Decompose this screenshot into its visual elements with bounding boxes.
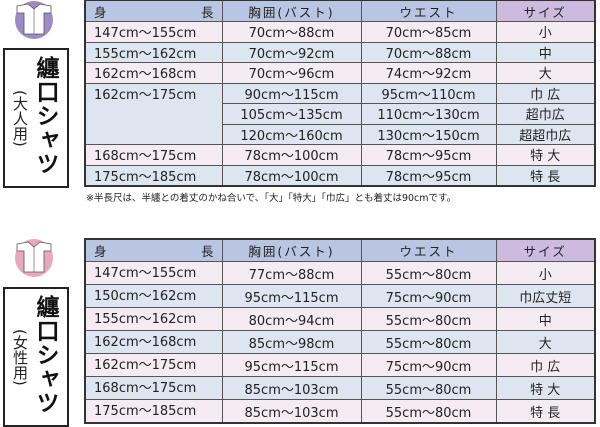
product-subtitle: (大人用) — [11, 90, 29, 147]
cell-size: 巾 広 — [495, 82, 596, 104]
header-height: 身長 — [84, 238, 223, 262]
table-row: 168cm〜175cm 85cm〜103cm 55cm〜80cm 特 大 — [84, 376, 596, 400]
header-size: サイズ — [495, 238, 596, 262]
cell-bust: 70cm〜92cm — [221, 41, 362, 63]
table-row: 175cm〜185cm 85cm〜103cm 55cm〜80cm 特 長 — [84, 399, 596, 424]
cell-height: 155cm〜162cm — [84, 41, 223, 63]
table-header: 身長 胸囲(バスト) ウエスト サイズ — [84, 238, 596, 262]
cell-waist: 55cm〜80cm — [360, 261, 497, 285]
cell-bust: 95cm〜115cm — [221, 284, 362, 308]
cell-bust: 77cm〜88cm — [221, 261, 362, 285]
shirt-icon — [15, 1, 53, 39]
cell-bust: 80cm〜94cm — [221, 307, 362, 331]
cell-waist: 55cm〜80cm — [360, 307, 497, 331]
cell-size: 超超巾広 — [495, 123, 596, 145]
cell-size: 大 — [495, 330, 596, 354]
product-label-adult: 纏口シャツ (大人用) — [3, 48, 69, 188]
shirt-icon — [15, 239, 53, 277]
cell-height: 147cm〜155cm — [84, 261, 223, 285]
cell-height: 162cm〜175cm — [84, 353, 223, 377]
cell-bust: 70cm〜96cm — [221, 62, 362, 84]
cell-size: 特 大 — [495, 376, 596, 400]
cell-bust: 90cm〜115cm — [221, 82, 362, 104]
cell-bust: 85cm〜103cm — [221, 376, 362, 400]
cell-height: 168cm〜175cm — [84, 376, 223, 400]
cell-height: 162cm〜168cm — [84, 330, 223, 354]
header-bust: 胸囲(バスト) — [221, 0, 362, 22]
cell-size: 特 大 — [495, 144, 596, 166]
cell-waist: 55cm〜80cm — [360, 330, 497, 354]
cell-height: 175cm〜185cm — [84, 399, 223, 424]
cell-waist: 70cm〜85cm — [360, 21, 497, 43]
product-subtitle: (女性用) — [11, 329, 29, 386]
cell-height: 168cm〜175cm — [84, 144, 223, 166]
header-waist: ウエスト — [360, 0, 497, 22]
table-row: 162cm〜175cm 95cm〜115cm 75cm〜90cm 巾 広 — [84, 353, 596, 377]
cell-height: 147cm〜155cm — [84, 21, 223, 43]
cell-waist: 55cm〜80cm — [360, 399, 497, 424]
cell-size: 特 長 — [495, 399, 596, 424]
cell-waist: 75cm〜90cm — [360, 284, 497, 308]
table-row: 175cm〜185cm 78cm〜100cm 78cm〜95cm 特 長 — [84, 164, 596, 187]
cell-bust: 85cm〜103cm — [221, 399, 362, 424]
cell-size: 大 — [495, 62, 596, 84]
cell-waist: 70cm〜88cm — [360, 41, 497, 63]
cell-size: 特 長 — [495, 164, 596, 187]
cell-height: 155cm〜162cm — [84, 307, 223, 331]
product-title: 纏口シャツ — [32, 295, 58, 415]
cell-size: 小 — [495, 261, 596, 285]
cell-size: 超巾広 — [495, 103, 596, 125]
cell-bust: 70cm〜88cm — [221, 21, 362, 43]
cell-waist: 74cm〜92cm — [360, 62, 497, 84]
cell-waist: 110cm〜130cm — [360, 103, 497, 125]
table-row: 155cm〜162cm 80cm〜94cm 55cm〜80cm 中 — [84, 307, 596, 331]
cell-height: 162cm〜175cm — [84, 82, 223, 145]
adult-size-table: 身長 胸囲(バスト) ウエスト サイズ 147cm〜155cm 70cm〜88cm… — [84, 0, 596, 187]
cell-size: 巾広丈短 — [495, 284, 596, 308]
cell-waist: 130cm〜150cm — [360, 123, 497, 145]
table-row: 162cm〜168cm 85cm〜98cm 55cm〜80cm 大 — [84, 330, 596, 354]
footnote: ※半長尺は、半纏との着丈のかね合いで、「大」「特大」「巾広」とも着丈は90cmで… — [86, 193, 457, 204]
table-row: 155cm〜162cm 70cm〜92cm 70cm〜88cm 中 — [84, 41, 596, 63]
cell-waist: 75cm〜90cm — [360, 353, 497, 377]
header-bust: 胸囲(バスト) — [221, 238, 362, 262]
cell-bust: 95cm〜115cm — [221, 353, 362, 377]
table-row: 147cm〜155cm 70cm〜88cm 70cm〜85cm 小 — [84, 21, 596, 43]
cell-bust: 85cm〜98cm — [221, 330, 362, 354]
header-size: サイズ — [495, 0, 596, 22]
table-row: 162cm〜175cm 90cm〜115cm 95cm〜110cm 巾 広 — [84, 82, 596, 145]
header-height: 身長 — [84, 0, 223, 22]
table-row: 168cm〜175cm 78cm〜100cm 78cm〜95cm 特 大 — [84, 144, 596, 166]
table-row: 162cm〜168cm 70cm〜96cm 74cm〜92cm 大 — [84, 62, 596, 84]
product-label-women: 纏口シャツ (女性用) — [3, 287, 69, 427]
cell-waist: 78cm〜95cm — [360, 144, 497, 166]
women-size-table: 身長 胸囲(バスト) ウエスト サイズ 147cm〜155cm 77cm〜88cm… — [84, 238, 596, 424]
cell-size: 巾 広 — [495, 353, 596, 377]
cell-height: 175cm〜185cm — [84, 164, 223, 187]
cell-bust: 78cm〜100cm — [221, 164, 362, 187]
cell-waist: 55cm〜80cm — [360, 376, 497, 400]
cell-bust: 120cm〜160cm — [221, 123, 362, 145]
table-row: 147cm〜155cm 77cm〜88cm 55cm〜80cm 小 — [84, 261, 596, 285]
cell-waist: 95cm〜110cm — [360, 82, 497, 104]
cell-height: 162cm〜168cm — [84, 62, 223, 84]
cell-waist: 78cm〜95cm — [360, 164, 497, 187]
product-title: 纏口シャツ — [32, 56, 58, 176]
cell-bust: 105cm〜135cm — [221, 103, 362, 125]
table-header: 身長 胸囲(バスト) ウエスト サイズ — [84, 0, 596, 22]
header-waist: ウエスト — [360, 238, 497, 262]
cell-bust: 78cm〜100cm — [221, 144, 362, 166]
cell-size: 中 — [495, 307, 596, 331]
cell-height: 150cm〜162cm — [84, 284, 223, 308]
cell-size: 小 — [495, 21, 596, 43]
table-row: 150cm〜162cm 95cm〜115cm 75cm〜90cm 巾広丈短 — [84, 284, 596, 308]
cell-size: 中 — [495, 41, 596, 63]
